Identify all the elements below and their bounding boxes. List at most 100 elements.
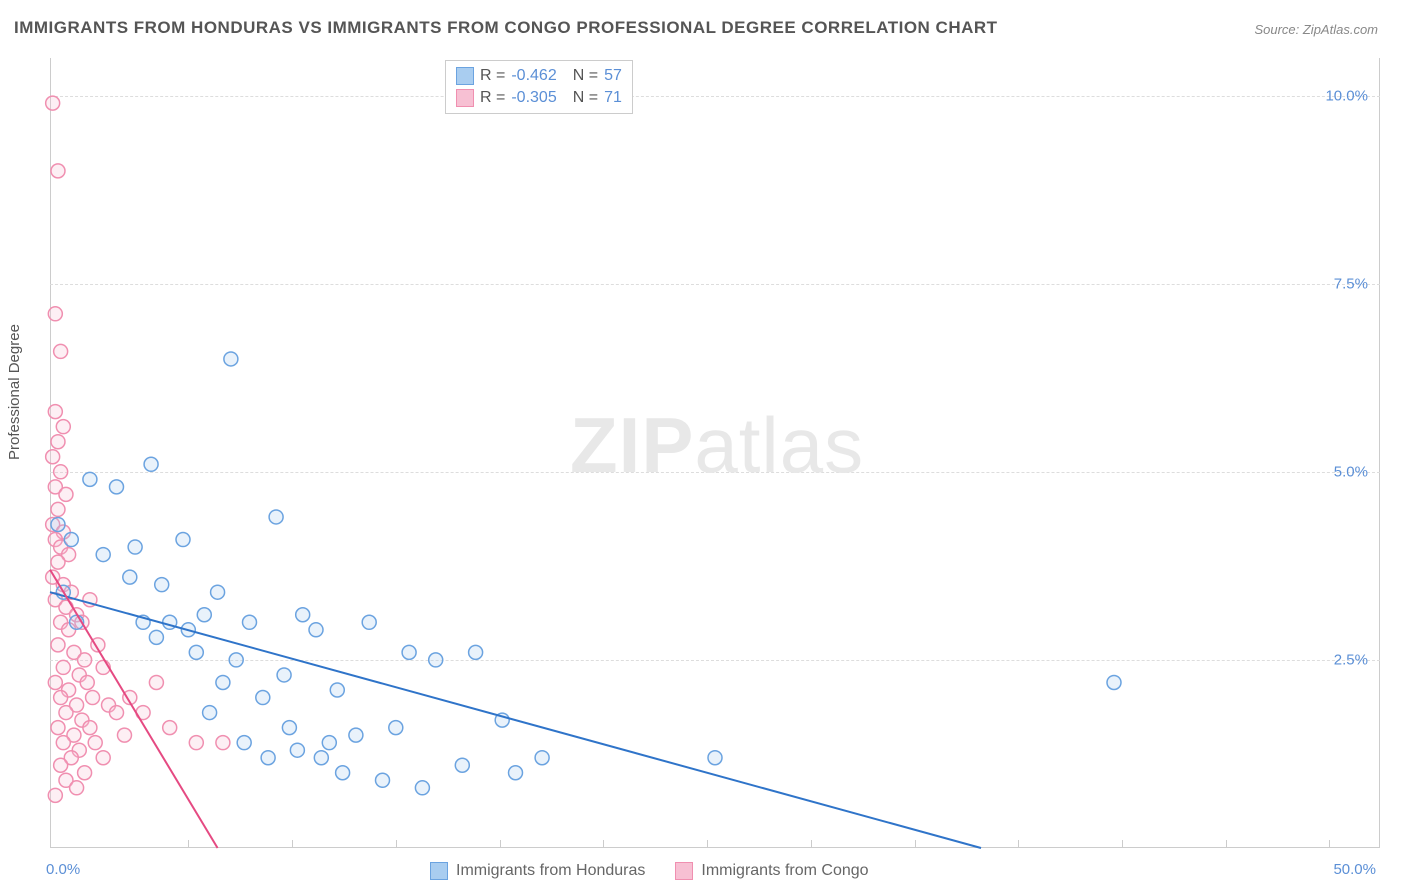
swatch-honduras (456, 67, 474, 85)
scatter-point (216, 675, 230, 689)
scatter-point (256, 691, 270, 705)
scatter-point (243, 615, 257, 629)
scatter-point (237, 736, 251, 750)
scatter-point (51, 435, 65, 449)
scatter-point (51, 517, 65, 531)
scatter-point (277, 668, 291, 682)
scatter-point (389, 721, 403, 735)
scatter-point (189, 736, 203, 750)
scatter-plot-svg (50, 58, 1380, 848)
scatter-point (229, 653, 243, 667)
scatter-point (469, 645, 483, 659)
scatter-point (80, 675, 94, 689)
scatter-point (88, 736, 102, 750)
scatter-point (54, 691, 68, 705)
scatter-point (455, 758, 469, 772)
legend-label-congo: Immigrants from Congo (701, 862, 868, 880)
scatter-point (56, 660, 70, 674)
scatter-point (46, 96, 60, 110)
scatter-point (149, 630, 163, 644)
trend-line (50, 592, 981, 848)
scatter-point (144, 457, 158, 471)
scatter-point (1107, 675, 1121, 689)
scatter-point (211, 585, 225, 599)
r-value-congo: -0.305 (511, 87, 556, 109)
scatter-point (54, 344, 68, 358)
scatter-point (309, 623, 323, 637)
scatter-point (110, 706, 124, 720)
scatter-point (415, 781, 429, 795)
scatter-point (117, 728, 131, 742)
scatter-point (224, 352, 238, 366)
scatter-point (46, 450, 60, 464)
scatter-point (78, 766, 92, 780)
series-legend: Immigrants from Honduras Immigrants from… (430, 862, 869, 880)
scatter-point (269, 510, 283, 524)
scatter-point (59, 487, 73, 501)
scatter-point (197, 608, 211, 622)
swatch-congo (675, 862, 693, 880)
scatter-point (216, 736, 230, 750)
scatter-point (78, 653, 92, 667)
scatter-point (51, 164, 65, 178)
scatter-point (64, 533, 78, 547)
legend-row-honduras: R = -0.462 N = 57 (456, 65, 622, 87)
scatter-point (54, 758, 68, 772)
scatter-point (708, 751, 722, 765)
scatter-point (96, 751, 110, 765)
legend-row-congo: R = -0.305 N = 71 (456, 87, 622, 109)
legend-item-honduras: Immigrants from Honduras (430, 862, 645, 880)
swatch-congo (456, 89, 474, 107)
n-value-honduras: 57 (604, 65, 622, 87)
scatter-point (155, 578, 169, 592)
scatter-point (83, 472, 97, 486)
n-value-congo: 71 (604, 87, 622, 109)
scatter-point (322, 736, 336, 750)
scatter-point (189, 645, 203, 659)
scatter-point (203, 706, 217, 720)
scatter-point (123, 570, 137, 584)
x-tick-label-max: 50.0% (1333, 861, 1376, 878)
scatter-point (128, 540, 142, 554)
scatter-point (56, 736, 70, 750)
r-label: R = (480, 65, 505, 87)
scatter-point (149, 675, 163, 689)
x-tick-label-min: 0.0% (46, 861, 80, 878)
scatter-point (290, 743, 304, 757)
n-label: N = (573, 65, 598, 87)
scatter-point (110, 480, 124, 494)
scatter-point (535, 751, 549, 765)
n-label: N = (573, 87, 598, 109)
scatter-point (176, 533, 190, 547)
scatter-point (59, 706, 73, 720)
r-value-honduras: -0.462 (511, 65, 556, 87)
scatter-point (429, 653, 443, 667)
scatter-point (261, 751, 275, 765)
scatter-point (70, 781, 84, 795)
scatter-point (54, 465, 68, 479)
scatter-point (51, 502, 65, 516)
scatter-point (330, 683, 344, 697)
scatter-point (51, 638, 65, 652)
r-label: R = (480, 87, 505, 109)
scatter-point (48, 307, 62, 321)
legend-label-honduras: Immigrants from Honduras (456, 862, 645, 880)
scatter-point (349, 728, 363, 742)
scatter-point (86, 691, 100, 705)
scatter-point (51, 555, 65, 569)
source-attribution: Source: ZipAtlas.com (1254, 22, 1378, 37)
legend-item-congo: Immigrants from Congo (675, 862, 868, 880)
scatter-point (96, 548, 110, 562)
scatter-point (402, 645, 416, 659)
scatter-point (48, 788, 62, 802)
scatter-point (51, 721, 65, 735)
scatter-point (56, 420, 70, 434)
scatter-point (509, 766, 523, 780)
scatter-point (362, 615, 376, 629)
swatch-honduras (430, 862, 448, 880)
scatter-point (163, 721, 177, 735)
correlation-legend: R = -0.462 N = 57 R = -0.305 N = 71 (445, 60, 633, 114)
y-axis-label: Professional Degree (6, 324, 23, 460)
scatter-point (48, 405, 62, 419)
scatter-point (48, 675, 62, 689)
